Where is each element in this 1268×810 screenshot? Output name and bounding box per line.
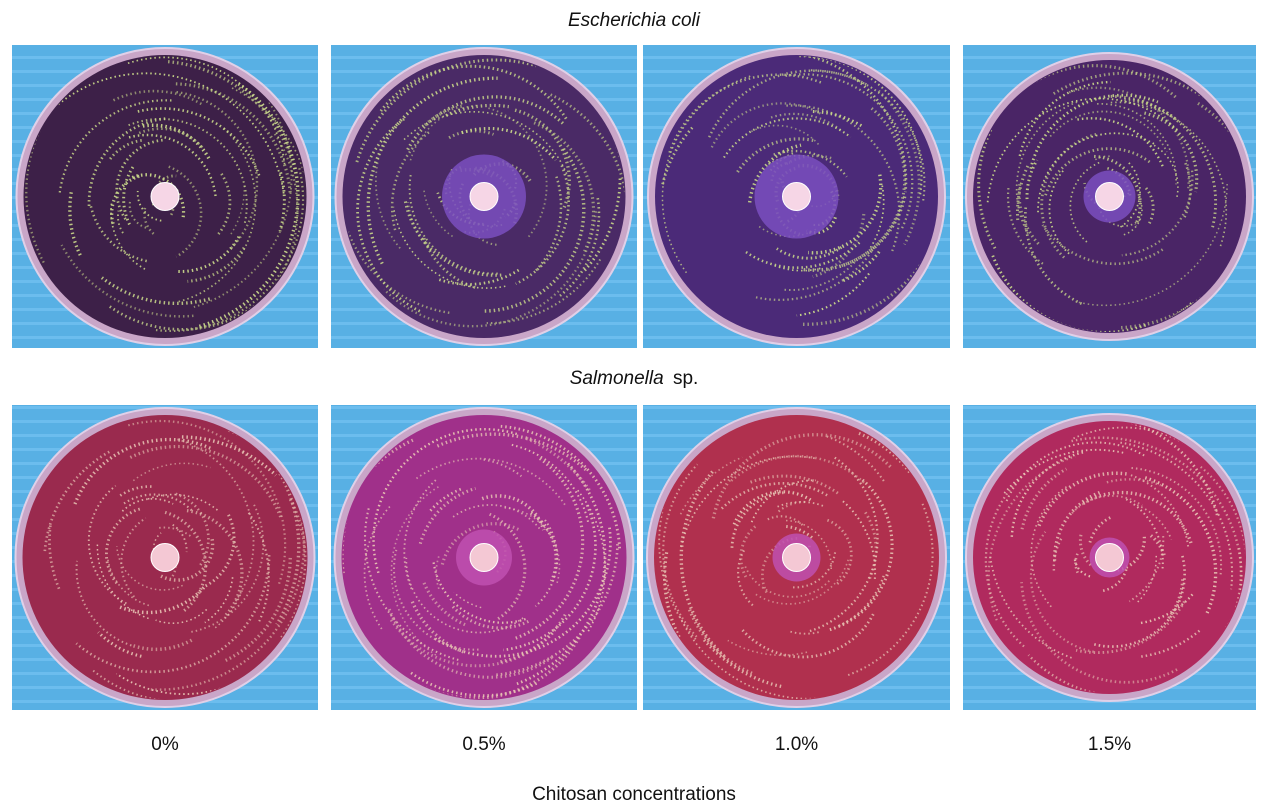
plate-photo: 1.5%	[963, 405, 1258, 755]
disc	[470, 544, 498, 572]
plate-photo	[963, 45, 1262, 348]
plate-photo	[12, 45, 318, 348]
plate-photo	[643, 45, 950, 348]
caption: Chitosan concentrations	[532, 784, 736, 805]
page: Escherichia coli Salmonella sp. Chitosan…	[0, 0, 1268, 810]
plate-photo: 1.0%	[631, 405, 956, 755]
disc	[783, 183, 811, 211]
column-label: 1.0%	[775, 734, 818, 755]
row-title: Salmonella sp.	[570, 368, 699, 389]
disc	[1096, 183, 1124, 211]
plate-photo	[331, 45, 637, 348]
plate-photo: 0%	[12, 405, 318, 755]
plates: 0% 0.5% 1.0% 1.5%	[12, 45, 1262, 755]
column-label: 0.5%	[462, 734, 505, 755]
row-title: Escherichia coli	[568, 10, 701, 31]
column-label: 1.5%	[1088, 734, 1131, 755]
row-title-italic: Salmonella	[570, 368, 664, 389]
disc	[151, 183, 179, 211]
disc	[783, 544, 811, 572]
disc	[151, 544, 179, 572]
row-title-suffix: sp.	[673, 368, 698, 389]
disc	[470, 183, 498, 211]
figure: Escherichia coli Salmonella sp. Chitosan…	[0, 0, 1268, 805]
disc	[1096, 544, 1124, 572]
column-label: 0%	[151, 734, 179, 755]
plate-photo: 0.5%	[329, 405, 643, 755]
